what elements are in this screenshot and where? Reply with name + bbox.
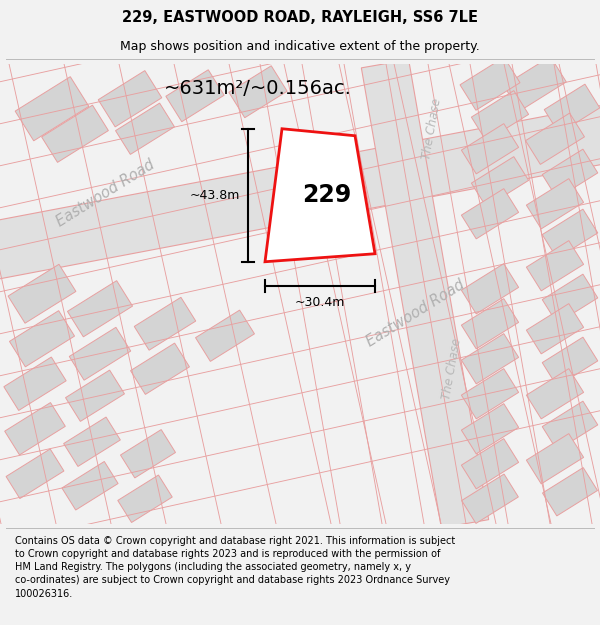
Text: ~43.8m: ~43.8m [190, 189, 240, 202]
Polygon shape [542, 468, 598, 516]
Text: 229, EASTWOOD ROAD, RAYLEIGH, SS6 7LE: 229, EASTWOOD ROAD, RAYLEIGH, SS6 7LE [122, 10, 478, 25]
Polygon shape [196, 310, 254, 361]
Polygon shape [542, 149, 598, 198]
Text: The Chase: The Chase [420, 97, 444, 161]
Polygon shape [472, 157, 529, 207]
Polygon shape [64, 417, 121, 466]
Polygon shape [6, 449, 64, 499]
Polygon shape [461, 264, 518, 314]
Polygon shape [461, 404, 518, 454]
Polygon shape [41, 105, 109, 162]
Polygon shape [131, 343, 190, 394]
Polygon shape [166, 70, 224, 122]
Polygon shape [461, 369, 518, 419]
Polygon shape [526, 241, 584, 291]
Polygon shape [460, 58, 520, 110]
Polygon shape [542, 274, 598, 323]
Polygon shape [15, 77, 89, 141]
Polygon shape [67, 281, 133, 337]
Polygon shape [361, 59, 488, 528]
Polygon shape [461, 299, 518, 349]
Polygon shape [10, 311, 74, 367]
Polygon shape [542, 401, 598, 451]
Polygon shape [526, 434, 584, 484]
Polygon shape [461, 439, 518, 489]
Polygon shape [0, 98, 600, 288]
Polygon shape [526, 304, 584, 354]
Polygon shape [65, 370, 124, 421]
Text: Map shows position and indicative extent of the property.: Map shows position and indicative extent… [120, 40, 480, 52]
Polygon shape [526, 179, 584, 229]
Polygon shape [116, 103, 175, 154]
Polygon shape [461, 189, 518, 239]
Text: ~631m²/~0.156ac.: ~631m²/~0.156ac. [164, 79, 352, 98]
Polygon shape [118, 475, 172, 522]
Text: Eastwood Road: Eastwood Road [53, 158, 157, 230]
Polygon shape [265, 129, 375, 262]
Text: Contains OS data © Crown copyright and database right 2021. This information is : Contains OS data © Crown copyright and d… [15, 536, 455, 599]
Polygon shape [8, 264, 76, 323]
Polygon shape [461, 334, 518, 384]
Text: Eastwood Road: Eastwood Road [363, 278, 467, 350]
Polygon shape [5, 402, 65, 455]
Text: ~30.4m: ~30.4m [295, 296, 345, 309]
Polygon shape [542, 209, 598, 258]
Polygon shape [544, 84, 600, 133]
Polygon shape [98, 71, 162, 127]
Polygon shape [229, 66, 287, 118]
Polygon shape [134, 298, 196, 350]
Text: The Chase: The Chase [440, 337, 464, 401]
Polygon shape [69, 328, 131, 380]
Polygon shape [526, 369, 584, 419]
Polygon shape [62, 461, 118, 510]
Polygon shape [526, 113, 584, 164]
Polygon shape [461, 474, 518, 524]
Text: 229: 229 [302, 183, 352, 207]
Polygon shape [121, 429, 176, 478]
Polygon shape [542, 337, 598, 386]
Polygon shape [461, 124, 518, 174]
Polygon shape [504, 56, 566, 111]
Polygon shape [4, 357, 66, 411]
Polygon shape [472, 91, 529, 141]
